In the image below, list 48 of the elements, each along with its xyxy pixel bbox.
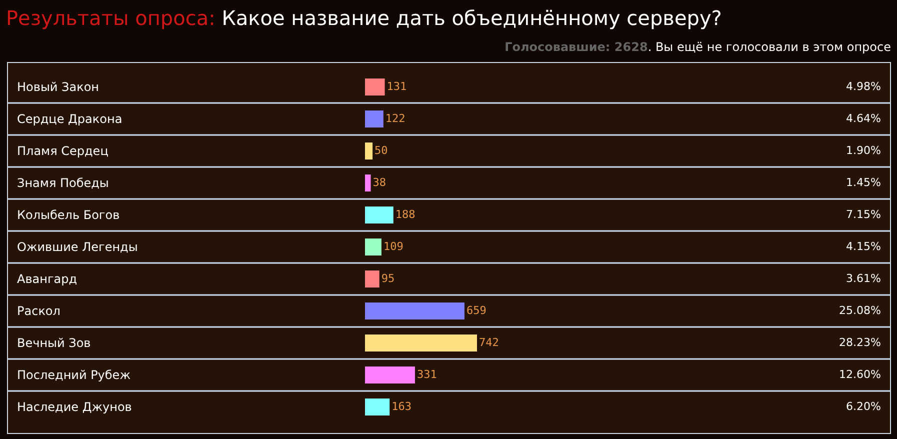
text: 4.64%: [846, 112, 881, 125]
bar: [365, 110, 384, 128]
text: 1.45%: [846, 176, 881, 189]
text: Голосовавшие: 2628: [504, 40, 648, 54]
text: 28.23%: [839, 336, 881, 349]
data-label: 659: [466, 304, 486, 317]
y-tick-label: Знамя Победы: [17, 176, 109, 190]
y-tick-label: Последний Рубеж: [17, 368, 131, 382]
text: Результаты опроса:: [6, 6, 216, 30]
bar: [365, 142, 373, 160]
data-label: 742: [479, 336, 499, 349]
text: 6.20%: [846, 400, 881, 413]
bar: [365, 78, 385, 96]
data-label: 50: [374, 144, 388, 157]
text: 25.08%: [839, 304, 881, 317]
bar: [365, 238, 382, 256]
bar: [365, 366, 415, 384]
bar: [365, 398, 390, 416]
y-tick-label: Пламя Сердец: [17, 144, 108, 158]
y-tick-label: Авангард: [17, 272, 78, 286]
y-tick-label: Вечный Зов: [17, 336, 91, 350]
data-label: 163: [392, 400, 412, 413]
text: 3.61%: [846, 272, 881, 285]
data-label: 122: [385, 112, 406, 125]
data-label: 331: [416, 368, 437, 381]
text: 4.15%: [846, 240, 881, 253]
bar: [365, 174, 371, 192]
y-tick-label: Сердце Дракона: [17, 112, 122, 126]
y-tick-label: Наследие Джунов: [17, 400, 132, 414]
y-tick-label: Ожившие Легенды: [17, 240, 138, 254]
bar: [365, 206, 394, 224]
data-label: 188: [395, 208, 416, 221]
y-tick-label: Новый Закон: [17, 80, 100, 94]
chart-subtitle: Какое название дать объединённому серверу?: [222, 6, 722, 30]
data-label: 109: [383, 240, 404, 253]
data-label: 131: [386, 80, 407, 93]
text: . Вы ещё не голосовали в этом опросе: [648, 40, 891, 54]
text: 12.60%: [839, 368, 881, 381]
text: 7.15%: [846, 208, 881, 221]
text: 1.90%: [846, 144, 881, 157]
y-tick-label: Колыбель Богов: [17, 208, 120, 222]
bar: [365, 334, 477, 352]
data-label: 95: [381, 272, 395, 285]
bar: [365, 270, 380, 288]
bar: [365, 302, 464, 320]
text: 4.98%: [846, 80, 881, 93]
y-tick-label: Раскол: [17, 304, 60, 318]
data-label: 38: [372, 176, 386, 189]
